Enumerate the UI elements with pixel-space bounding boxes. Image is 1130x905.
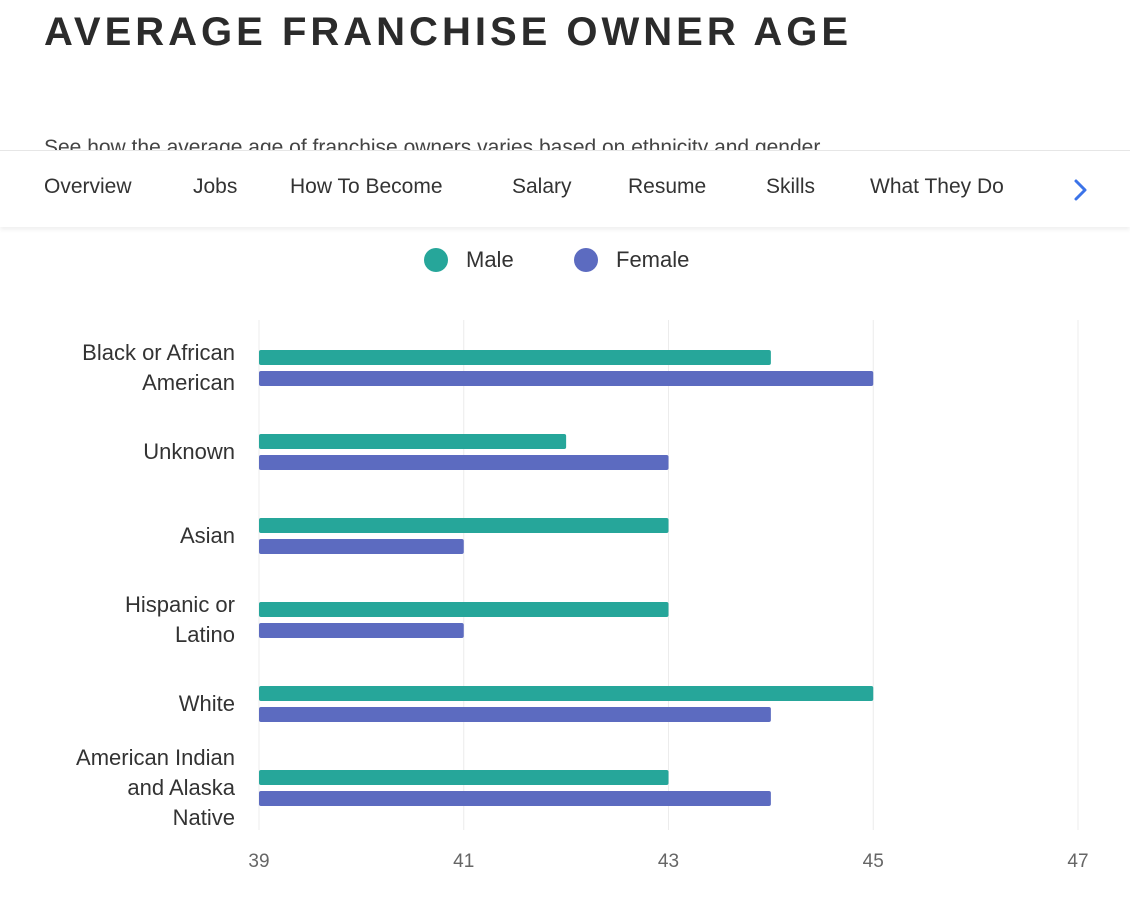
legend-label: Male (466, 247, 514, 272)
bar (259, 602, 669, 617)
legend-marker (424, 248, 448, 272)
nav-item[interactable]: What They Do (870, 175, 1004, 198)
x-tick-label: 41 (453, 851, 474, 872)
bar (259, 770, 669, 785)
nav-item[interactable]: Resume (628, 175, 707, 198)
bar (259, 707, 771, 722)
nav-bar: Overview Jobs How To Become Salary Resume Ski… (0, 150, 1130, 227)
legend-label: Female (616, 247, 689, 272)
y-tick-label: Black or African American (82, 340, 235, 395)
nav-item[interactable]: Overview (44, 175, 132, 198)
bar (259, 455, 669, 470)
bar (259, 518, 669, 533)
nav-item[interactable]: Skills (766, 175, 816, 198)
bar (259, 539, 464, 554)
x-tick-label: 43 (658, 851, 679, 872)
legend-marker (574, 248, 598, 272)
y-tick-label: Asian (179, 523, 235, 548)
bar (259, 350, 771, 365)
nav-next-arrow[interactable] (1068, 177, 1092, 203)
y-tick-label: White (178, 691, 235, 716)
bar (259, 623, 464, 638)
bar (259, 434, 567, 449)
bar (259, 791, 771, 806)
y-tick-label: Hispanic or Latino (124, 592, 235, 647)
nav-item[interactable]: How To Become (290, 175, 443, 198)
y-tick-label: American Indian and Alaska Native (76, 745, 235, 830)
x-tick-label: 39 (248, 851, 269, 872)
nav-item[interactable]: Jobs (193, 175, 238, 198)
page-title: AVERAGE FRANCHISE OWNER AGE (44, 10, 853, 54)
x-tick-label: 45 (863, 851, 884, 872)
y-tick-label: Unknown (143, 439, 235, 464)
bar (259, 371, 874, 386)
nav-item[interactable]: Salary (512, 175, 572, 198)
bar (259, 686, 874, 701)
x-tick-label: 47 (1067, 851, 1088, 872)
